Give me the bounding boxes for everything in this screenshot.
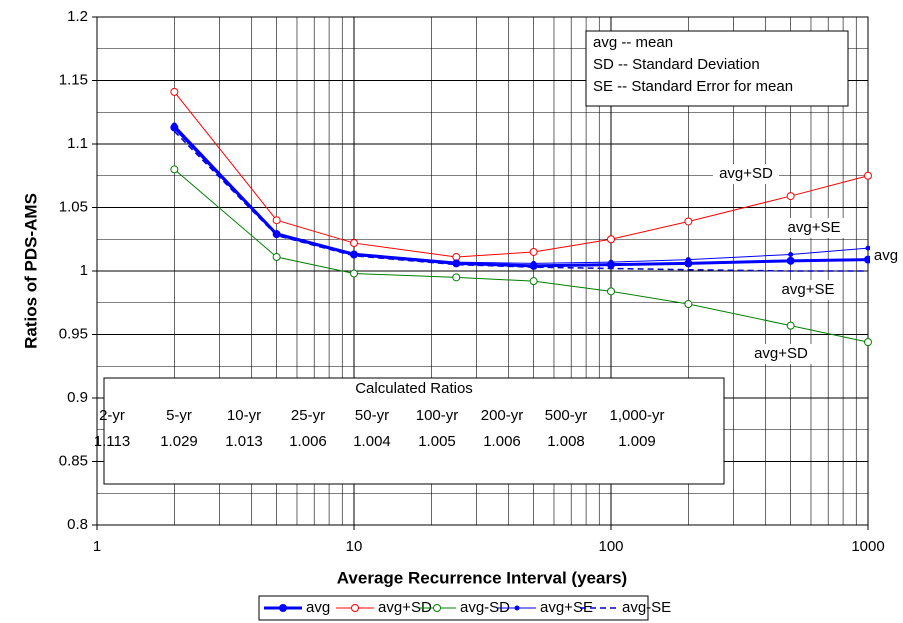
y-tick-label: 0.8 <box>67 516 88 533</box>
y-tick-label: 1 <box>80 262 88 279</box>
annotation: avg <box>874 247 898 264</box>
marker <box>350 239 358 248</box>
legend-marker <box>433 604 441 612</box>
ratio-header: 1,000-yr <box>609 407 664 424</box>
marker <box>350 250 358 259</box>
legend-marker <box>351 604 359 612</box>
marker <box>529 247 538 256</box>
legend-marker <box>514 605 520 611</box>
legend-label: avg-SD <box>460 599 510 616</box>
annotation-bg <box>713 164 779 184</box>
series-line <box>173 130 868 272</box>
x-tick-label: 1000 <box>851 538 884 555</box>
ratio-value: 1.029 <box>160 433 198 450</box>
marker <box>170 123 179 132</box>
marker <box>170 165 179 174</box>
ratio-value: 1.113 <box>94 433 130 450</box>
marker <box>864 171 872 180</box>
x-tick-label: 1 <box>93 538 101 555</box>
marker <box>170 87 179 96</box>
series-line <box>173 126 869 268</box>
ratio-value: 1.008 <box>547 433 585 450</box>
ratio-header: 10-yr <box>227 407 261 424</box>
x-tick-label: 10 <box>346 538 363 555</box>
key-text: avg -- mean <box>593 34 673 51</box>
y-tick-label: 0.85 <box>59 452 88 469</box>
key-text: SE -- Standard Error for mean <box>593 78 793 95</box>
annotation: avg+SD <box>754 345 808 362</box>
annotation: avg+SE <box>788 219 841 236</box>
marker <box>350 269 358 278</box>
ratios-box <box>103 377 725 485</box>
y-tick-label: 1.2 <box>67 8 88 25</box>
key-text: SD -- Standard Deviation <box>593 56 760 73</box>
marker <box>788 251 794 257</box>
marker <box>529 261 538 270</box>
ratio-header: 200-yr <box>481 407 524 424</box>
marker <box>786 192 795 201</box>
ratio-header: 100-yr <box>416 407 459 424</box>
marker <box>684 300 693 309</box>
marker <box>452 273 461 282</box>
annotation-bg <box>748 344 814 364</box>
annotation: avg+SD <box>719 165 773 182</box>
ratio-header: 500-yr <box>545 407 588 424</box>
ratio-value: 1.004 <box>353 433 391 450</box>
y-tick-label: 0.9 <box>67 389 88 406</box>
marker <box>684 217 693 226</box>
annotation-bg <box>870 246 902 266</box>
marker <box>607 235 615 244</box>
ratio-value: 1.006 <box>483 433 521 450</box>
x-axis-title: Average Recurrence Interval (years) <box>337 568 627 587</box>
annotation-bg <box>775 280 841 300</box>
ratio-value: 1.009 <box>618 433 656 450</box>
ratio-header: 50-yr <box>355 407 389 424</box>
annotation-bg <box>781 218 847 238</box>
marker <box>684 259 693 268</box>
legend-label: avg+SE <box>540 599 593 616</box>
y-tick-label: 1.1 <box>67 135 88 152</box>
marker <box>786 256 795 265</box>
marker <box>272 253 281 262</box>
ratio-value: 1.013 <box>225 433 263 450</box>
ratio-header: 5-yr <box>166 407 192 424</box>
legend-label: avg-SE <box>622 599 671 616</box>
ratios-title: Calculated Ratios <box>355 380 473 397</box>
series-line <box>174 124 869 264</box>
legend-label: avg <box>306 599 330 616</box>
marker <box>786 321 795 330</box>
marker <box>607 287 615 296</box>
legend-marker <box>279 604 287 612</box>
y-axis-title: Ratios of PDS-AMS <box>21 193 40 349</box>
marker <box>607 260 615 269</box>
marker <box>864 338 872 347</box>
marker <box>452 259 461 268</box>
marker <box>272 230 281 239</box>
ratio-header: 2-yr <box>99 407 125 424</box>
legend-label: avg+SD <box>378 599 432 616</box>
ratio-header: 25-yr <box>291 407 325 424</box>
key-box <box>585 30 849 107</box>
marker <box>272 216 281 225</box>
annotation: avg+SE <box>782 281 835 298</box>
ratio-value: 1.005 <box>418 433 456 450</box>
x-tick-label: 100 <box>598 538 623 555</box>
y-tick-label: 0.95 <box>59 325 88 342</box>
y-tick-label: 1.05 <box>59 198 88 215</box>
ratio-value: 1.006 <box>289 433 327 450</box>
marker <box>529 277 538 286</box>
marker <box>865 245 871 251</box>
y-tick-label: 1.15 <box>59 71 88 88</box>
